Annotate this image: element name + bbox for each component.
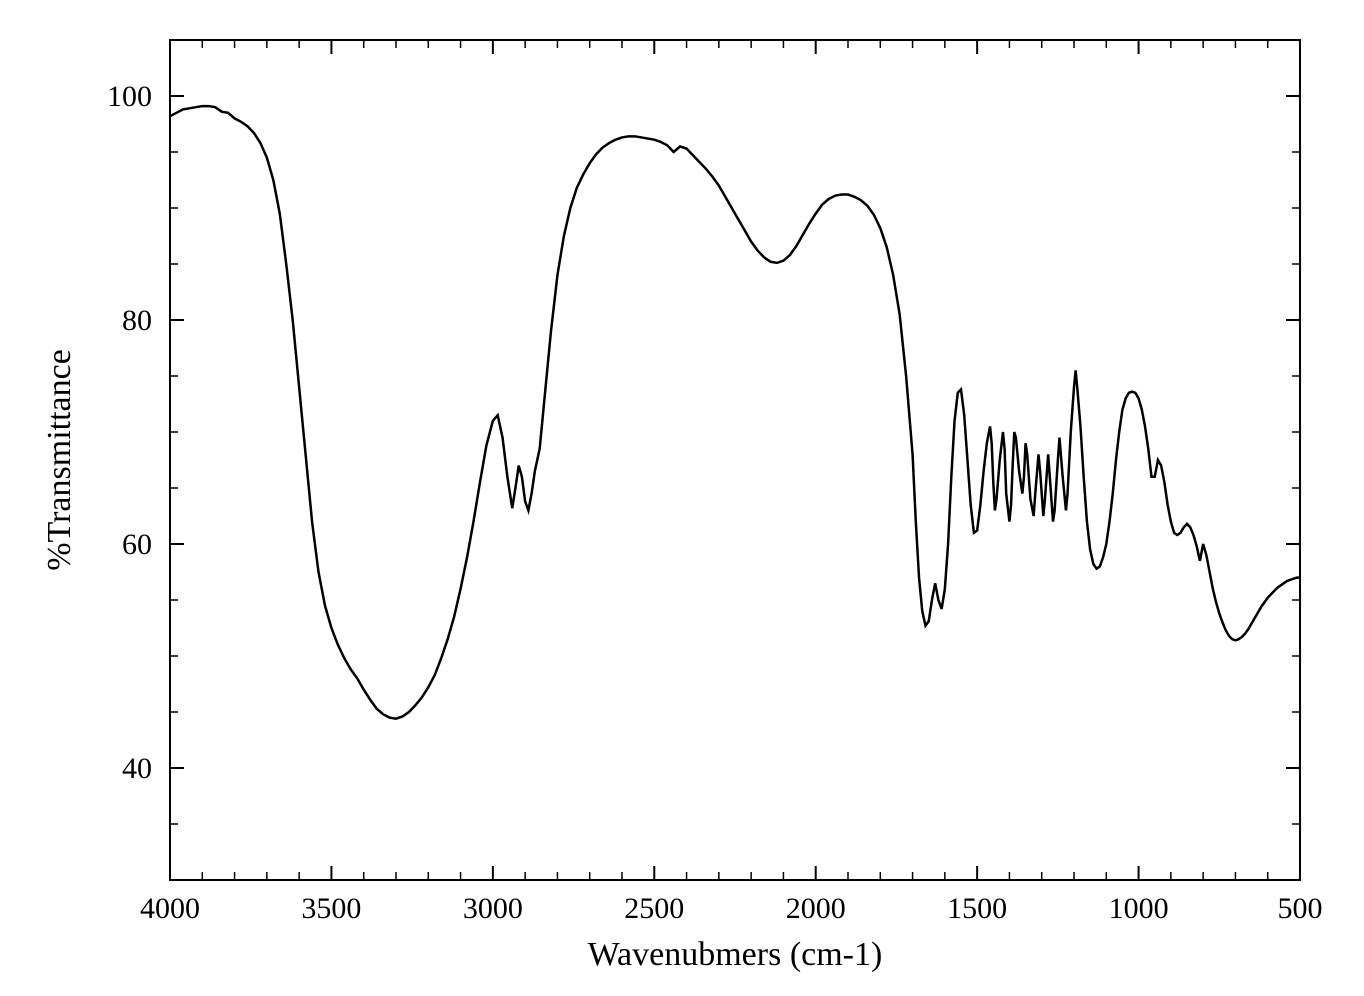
x-tick-label: 500 <box>1278 892 1323 925</box>
x-tick-label: 1000 <box>1109 892 1169 925</box>
y-axis-label: %Transmittance <box>41 349 78 571</box>
x-tick-label: 3000 <box>463 892 523 925</box>
x-axis-label: Wavenubmers (cm-1) <box>588 936 883 973</box>
x-tick-label: 2000 <box>786 892 846 925</box>
chart-svg: 4000 3500 3000 2500 2000 1500 1000 500 40 60 80 100… <box>0 0 1364 996</box>
x-tick-label: 3500 <box>301 892 361 925</box>
y-tick-label: 40 <box>122 752 152 785</box>
x-tick-label: 1500 <box>947 892 1007 925</box>
x-tick-label: 2500 <box>624 892 684 925</box>
ir-spectrum-chart: 4000 3500 3000 2500 2000 1500 1000 500 40 60 80 100… <box>0 0 1364 996</box>
y-tick-label: 80 <box>122 304 152 337</box>
y-tick-label: 100 <box>107 80 152 113</box>
y-tick-label: 60 <box>122 528 152 561</box>
x-tick-label: 4000 <box>140 892 200 925</box>
spectrum-line <box>170 106 1300 719</box>
